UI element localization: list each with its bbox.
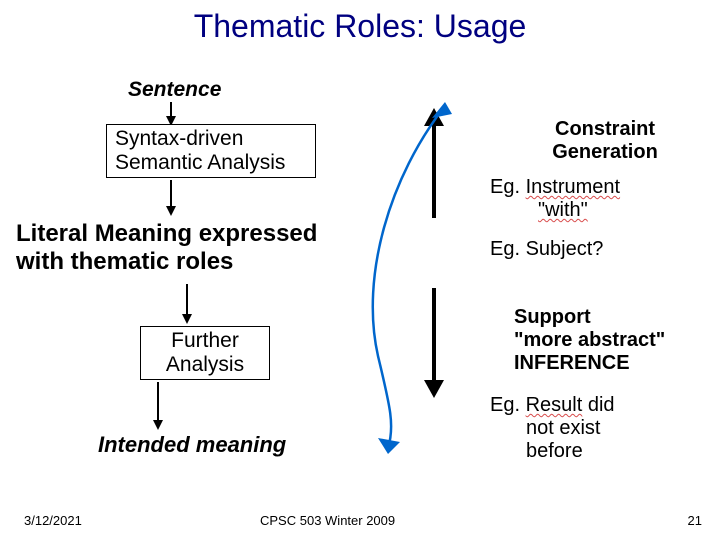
example-result: Eg. Result did not exist before xyxy=(490,394,710,463)
further-box-text: Further Analysis xyxy=(166,329,244,376)
literal-text: Literal Meaning expressed with thematic … xyxy=(16,220,317,275)
intended-meaning: Intended meaning xyxy=(98,432,286,458)
footer-date: 3/12/2021 xyxy=(24,513,82,528)
footer-course: CPSC 503 Winter 2009 xyxy=(260,513,395,528)
eg1-prefix: Eg. xyxy=(490,176,526,198)
sentence-label: Sentence xyxy=(128,78,221,102)
eg1-word: Instrument xyxy=(526,176,620,198)
eg3-word: Result xyxy=(526,394,583,416)
syntax-box-text: Syntax-driven Semantic Analysis xyxy=(115,127,285,174)
slide-title: Thematic Roles: Usage xyxy=(0,0,720,45)
arrow-down-icon xyxy=(164,180,178,216)
eg3-line2: not exist xyxy=(490,417,600,440)
support-heading-text: Support "more abstract" INFERENCE xyxy=(514,306,665,374)
eg1-line2: "with" xyxy=(490,199,588,222)
curved-double-arrow-icon xyxy=(340,96,470,456)
example-subject: Eg. Subject? xyxy=(490,238,603,261)
further-box: Further Analysis xyxy=(140,326,270,380)
example-instrument: Eg. Instrument "with" xyxy=(490,176,710,222)
constraint-heading: Constraint Generation xyxy=(520,118,690,164)
eg3-line3: before xyxy=(490,440,583,463)
constraint-heading-text: Constraint Generation xyxy=(552,118,658,163)
eg3-prefix: Eg. xyxy=(490,394,526,416)
eg3-rest1: did xyxy=(582,394,614,416)
arrow-down-icon xyxy=(151,382,165,430)
footer-page: 21 xyxy=(688,513,702,528)
support-heading: Support "more abstract" INFERENCE xyxy=(514,306,714,375)
arrow-down-icon xyxy=(164,102,178,126)
arrow-down-icon xyxy=(180,284,194,324)
syntax-box: Syntax-driven Semantic Analysis xyxy=(106,124,316,178)
